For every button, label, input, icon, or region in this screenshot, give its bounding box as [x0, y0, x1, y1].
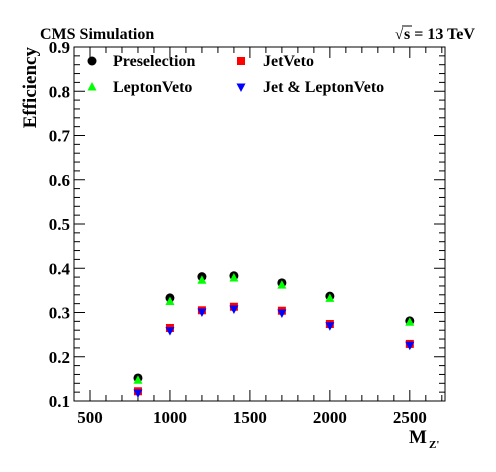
y-tick-label: 0.8 — [49, 82, 70, 101]
point-jet-leptonveto — [325, 322, 335, 331]
data-points — [133, 271, 415, 399]
point-leptonveto — [325, 293, 335, 302]
legend-label-jetveto: JetVeto — [263, 53, 314, 70]
x-tick-label: 2000 — [313, 408, 347, 427]
x-axis-label-sub: Z' — [429, 439, 439, 451]
axis-ticks — [74, 46, 445, 402]
point-jet-leptonveto — [197, 308, 207, 318]
header-right-text: s = 13 TeV — [404, 26, 475, 43]
legend-marker-jet-leptonveto — [236, 83, 246, 92]
point-leptonveto — [165, 296, 175, 305]
legend-label-leptonveto: LeptonVeto — [113, 79, 192, 96]
legend-marker-leptonveto — [87, 82, 97, 91]
y-tick-label: 0.6 — [49, 171, 70, 190]
x-tick-label: 500 — [77, 408, 103, 427]
point-jet-leptonveto — [165, 327, 175, 336]
y-tick-label: 0.2 — [49, 348, 70, 367]
legend: Preselection JetVeto LeptonVeto Jet & Lepto… — [87, 53, 384, 96]
tick-labels: 500 1000 1500 2000 2500 0.1 0.2 0.3 0.4 0.5 0.6 0.7… — [49, 38, 427, 427]
y-tick-label: 0.1 — [49, 392, 70, 411]
x-axis-label: M Z' — [409, 427, 439, 451]
point-leptonveto — [197, 275, 207, 284]
point-leptonveto — [229, 272, 239, 282]
x-tick-label: 1500 — [233, 408, 267, 427]
legend-marker-preselection — [87, 56, 97, 66]
point-jet-leptonveto — [229, 305, 239, 314]
point-leptonveto — [133, 375, 143, 384]
legend-label-jet-leptonveto: Jet & LeptonVeto — [263, 79, 384, 96]
x-tick-label: 1000 — [153, 408, 187, 427]
legend-label-preselection: Preselection — [113, 53, 195, 70]
y-tick-label: 0.4 — [49, 259, 71, 278]
y-tick-label: 0.5 — [49, 215, 70, 234]
y-tick-label: 0.7 — [49, 127, 71, 146]
x-tick-label: 2500 — [393, 408, 427, 427]
point-leptonveto — [277, 280, 287, 289]
point-jet-leptonveto — [405, 341, 415, 351]
header-left: CMS Simulation — [40, 26, 154, 43]
x-axis-label-main: M — [409, 427, 427, 448]
y-tick-label: 0.3 — [49, 304, 70, 323]
y-tick-label: 0.9 — [49, 38, 70, 57]
header-right: √ s = 13 TeV — [395, 25, 475, 43]
y-axis-label: Efficiency — [20, 47, 41, 129]
plot-frame — [73, 46, 446, 402]
point-leptonveto — [405, 317, 415, 326]
legend-marker-jetveto — [237, 57, 245, 65]
point-jet-leptonveto — [277, 309, 287, 318]
point-jet-leptonveto — [133, 389, 143, 399]
sqrt-symbol: √ — [395, 27, 404, 43]
